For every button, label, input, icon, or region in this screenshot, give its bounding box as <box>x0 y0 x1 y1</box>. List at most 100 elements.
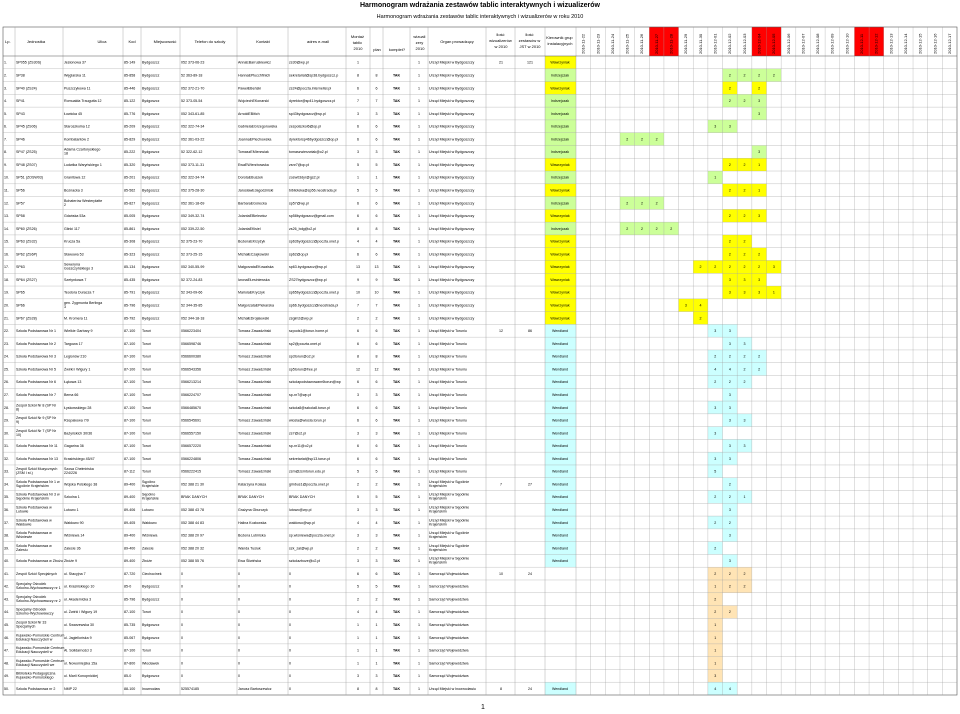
schedule-cell <box>722 273 738 287</box>
row-jednostka: SP67 (ZS28) <box>16 316 37 320</box>
row-kod: 85-562 <box>124 188 135 192</box>
row-komplet: TAK <box>393 227 401 231</box>
row-lp: 4. <box>4 99 7 103</box>
schedule-value: 2 <box>744 73 746 77</box>
schedule-cell <box>737 68 752 82</box>
date-header: 2010-12-12 <box>874 33 879 54</box>
row-kod: 87-100 <box>124 393 135 397</box>
schedule-cell <box>693 298 708 312</box>
row-kierownik: Wendland <box>552 495 568 499</box>
row-email: 0 <box>289 585 291 589</box>
row-kontakt: Tomasz Zawadziński <box>238 380 271 384</box>
schedule-value: 2 <box>744 163 746 167</box>
header-ilosc-zest-line: zestawów w <box>519 38 541 43</box>
row-miejscowosc: Bydgoszcz <box>142 636 160 640</box>
schedule-value: 2 <box>744 380 746 384</box>
row-miejscowosc: Toruń <box>142 470 151 474</box>
row-wizualizery: 1 <box>418 419 420 423</box>
group-ilosc-zestawow: 27 <box>528 482 532 486</box>
row-jednostka: SP65 <box>16 291 25 295</box>
row-wizualizery: 1 <box>418 393 420 397</box>
row-miejscowosc: Wałdowo <box>142 521 157 525</box>
row-kontakt: EwaEWierzbowska <box>238 163 269 167</box>
row-telefon: 052 322-34-74 <box>181 176 204 180</box>
row-kierownik: Wendland <box>552 444 568 448</box>
row-montaz: 6 <box>357 125 359 129</box>
row-wizualizery: 1 <box>418 73 420 77</box>
row-plan: 3 <box>376 674 378 678</box>
kierownik-cell <box>545 490 576 504</box>
row-organ: Samorząd Województwa <box>429 674 468 678</box>
schedule-value: 1 <box>714 636 716 640</box>
schedule-cell <box>737 286 752 299</box>
row-organ: Urząd Miejski w Bydgoszczy <box>429 291 475 295</box>
schedule-value: 2 <box>729 86 731 90</box>
schedule-cell <box>737 413 752 427</box>
row-organ: Urząd Miejski w Bydgoszczy <box>429 112 475 116</box>
date-header: 2010-11-28 <box>669 33 674 54</box>
row-organ: Urząd Miejski w Bydgoszczy <box>429 304 475 308</box>
row-organ: Urząd Miejski w Bydgoszczy <box>429 61 475 65</box>
row-komplet: TAK <box>393 137 401 141</box>
row-kontakt: WojciechEKonarski <box>238 99 269 103</box>
row-plan: 1 <box>376 176 378 180</box>
row-komplet: TAK <box>393 291 401 295</box>
row-miejscowosc: Lutowo <box>142 508 154 512</box>
row-montaz: 2 <box>357 546 359 550</box>
row-ulica: Wałdowo 90 <box>64 521 84 525</box>
row-telefon: 0 <box>181 623 183 627</box>
schedule-cell <box>663 222 679 235</box>
row-miejscowosc: Bydgoszcz <box>142 61 160 65</box>
row-komplet: TAK <box>393 495 401 499</box>
row-plan: 5 <box>376 470 378 474</box>
row-kierownik: Wendland <box>552 342 568 346</box>
row-ulica: Ludwika Waryńskiego 1 <box>64 163 102 167</box>
row-organ: Urząd Miejski w Bydgoszczy <box>429 73 475 77</box>
row-lp: 9. <box>4 163 7 167</box>
row-miejscowosc: Bydgoszcz <box>142 623 160 627</box>
kierownik-cell <box>545 234 576 248</box>
schedule-cell <box>722 209 738 223</box>
row-ulica: Krasińskiego 45/47 <box>64 457 95 461</box>
row-kod: 89-400 <box>124 546 135 550</box>
row-kierownik: Wendland <box>552 367 568 371</box>
row-komplet: TAK <box>393 329 401 333</box>
schedule-value: 2 <box>729 214 731 218</box>
row-kontakt: 0 <box>238 636 240 640</box>
row-kod: 87-100 <box>124 457 135 461</box>
row-miejscowosc: Bydgoszcz <box>142 240 160 244</box>
row-wizualizery: 1 <box>418 112 420 116</box>
row-organ: Urząd Miejski w Toruniu <box>429 457 467 461</box>
schedule-cell <box>737 273 752 287</box>
kierownik-cell <box>545 145 576 159</box>
row-kierownik: Wawrzyniak <box>550 278 569 282</box>
header-kierownik-line: instalacyjnych <box>548 41 573 46</box>
row-email: biblioteka@sp56.neostrada.pl <box>289 188 337 192</box>
row-telefon: 052 373-11-31 <box>181 163 204 167</box>
row-jednostka: Kujawsko-Pomorskie Centrum Edukacji Naucz… <box>16 659 64 667</box>
schedule-value: 2 <box>744 188 746 192</box>
row-plan: 8 <box>376 687 378 691</box>
row-kierownik: Wawrzyniak <box>550 86 569 90</box>
row-montaz: 7 <box>357 99 359 103</box>
schedule-cell <box>634 132 650 146</box>
row-kontakt: MariolaEKryczyk <box>238 291 265 295</box>
row-kontakt: BożenaEKrzyżyk <box>238 240 265 244</box>
row-kod: 85-149 <box>124 61 135 65</box>
row-organ: Urząd Miejski w Bydgoszczy <box>429 278 475 282</box>
kierownik-cell <box>545 171 576 184</box>
header-lp: Lp. <box>5 39 11 44</box>
row-wizualizery: 1 <box>418 470 420 474</box>
row-komplet: TAK <box>393 674 401 678</box>
row-organ: Urząd Miejski w Sępólnie Krajeńskim <box>429 531 469 539</box>
row-plan: 6 <box>376 380 378 384</box>
row-kontakt: 0 <box>238 674 240 678</box>
row-kod: 89-405 <box>124 521 135 525</box>
row-lp: 1. <box>4 61 7 65</box>
schedule-value: 2 <box>729 99 731 103</box>
schedule-value: 3 <box>729 457 731 461</box>
row-komplet: TAK <box>393 470 401 474</box>
date-header: 2010-12-04 <box>756 33 761 54</box>
schedule-value: 3 <box>758 150 760 154</box>
schedule-cell <box>737 209 752 223</box>
